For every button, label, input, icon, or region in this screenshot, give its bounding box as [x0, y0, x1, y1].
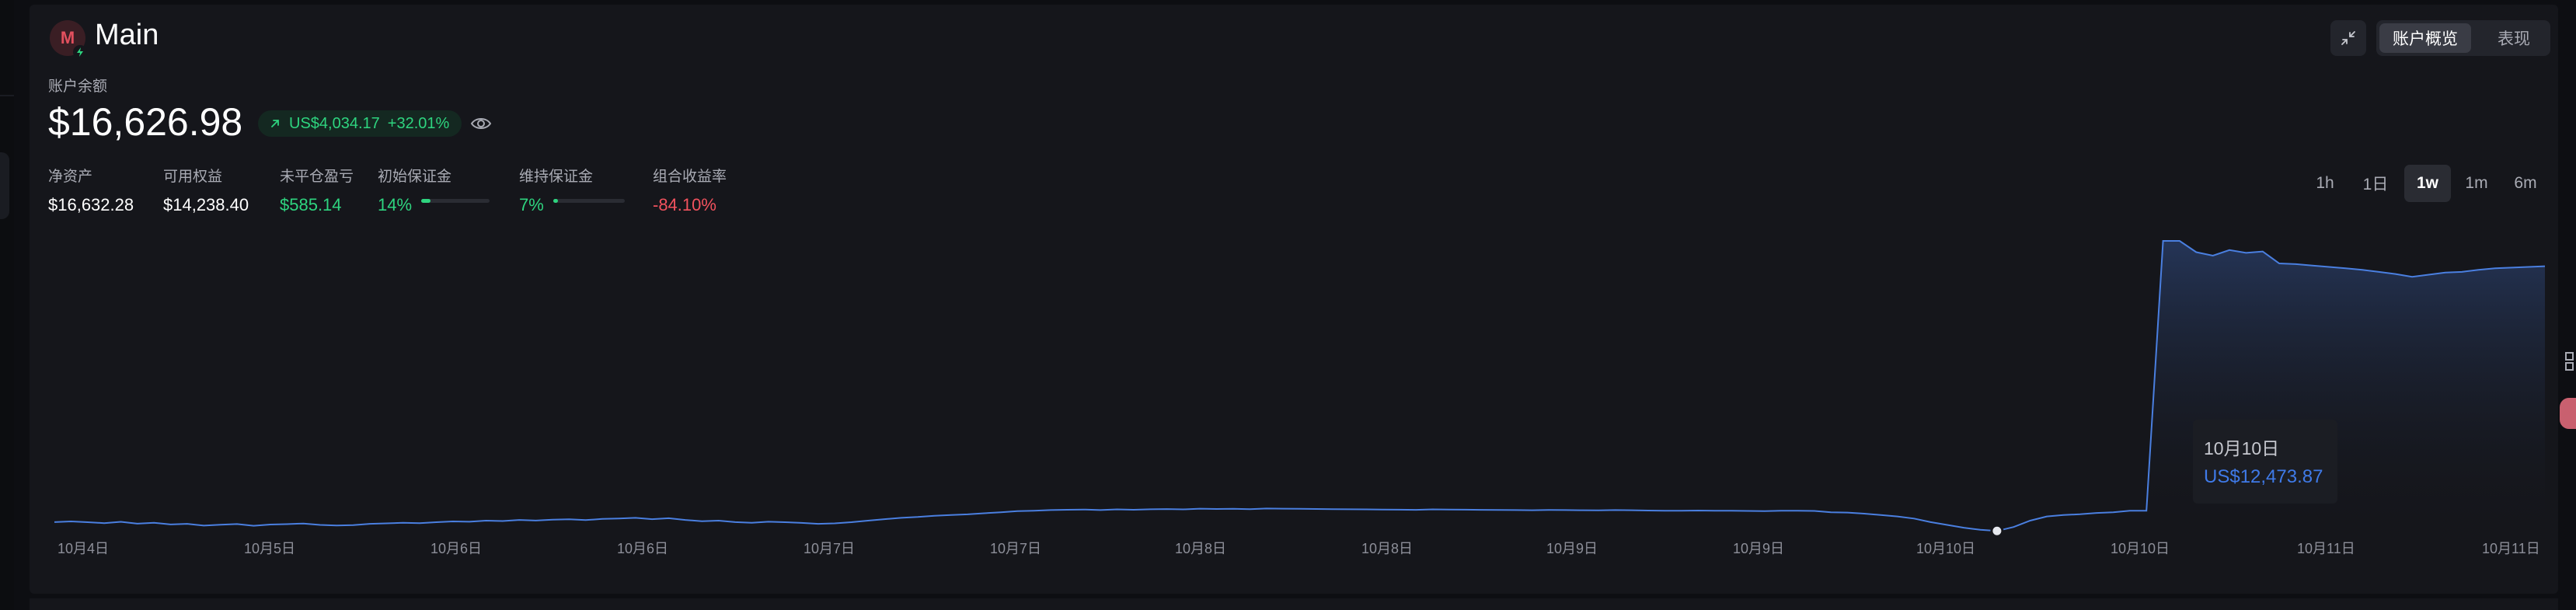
- tab-account-overview[interactable]: 账户概览: [2379, 23, 2471, 53]
- tab-performance[interactable]: 表现: [2498, 30, 2530, 48]
- account-name[interactable]: Main: [95, 19, 159, 51]
- arrow-up-right-icon: [271, 120, 279, 127]
- stat-maintenance-margin: 维持保证金 7%: [519, 165, 593, 215]
- highlight-point: [1990, 524, 2004, 538]
- stat-portfolio-return: 组合收益率 -84.10%: [653, 165, 727, 215]
- x-tick-label: 10月8日: [1175, 541, 1226, 556]
- x-tick-label: 10月5日: [244, 541, 295, 556]
- stat-value: -84.10%: [653, 195, 716, 214]
- balance-value: $16,626.98: [48, 100, 243, 144]
- range-6m-button[interactable]: 6m: [2514, 174, 2537, 192]
- left-edge-strip: [0, 0, 14, 610]
- x-tick-label: 10月7日: [990, 541, 1041, 556]
- account-panel: [30, 5, 2558, 594]
- left-edge-handle[interactable]: [0, 152, 9, 219]
- left-edge-divider: [0, 95, 14, 96]
- pnl-amount: US$4,034.17: [289, 114, 380, 132]
- x-tick-label: 10月11日: [2297, 541, 2355, 556]
- stat-unrealized-pnl: 未平仓盈亏 $585.14: [280, 165, 354, 215]
- lightning-icon: [73, 45, 87, 59]
- account-panel-footer: [30, 598, 2558, 610]
- range-1w-button[interactable]: 1w: [2404, 165, 2451, 202]
- x-tick-label: 10月10日: [2111, 541, 2170, 556]
- chart-series-line: [54, 240, 2546, 532]
- chart-tooltip: 10月10日 US$12,473.87: [2193, 420, 2337, 504]
- x-tick-label: 10月11日: [2482, 541, 2540, 556]
- range-1d-button[interactable]: 1日: [2362, 176, 2389, 193]
- x-tick-label: 10月4日: [58, 541, 109, 556]
- range-1h-button[interactable]: 1h: [2316, 174, 2334, 192]
- x-tick-label: 10月9日: [1546, 541, 1598, 556]
- x-tick-label: 10月7日: [803, 541, 855, 556]
- view-tabs: 账户概览 表现: [2376, 20, 2550, 56]
- pnl-percent: +32.01%: [387, 114, 450, 132]
- x-tick-label: 10月6日: [430, 541, 482, 556]
- x-tick-label: 10月9日: [1733, 541, 1784, 556]
- stat-net-assets: 净资产 $16,632.28: [48, 165, 134, 215]
- minimize-icon: [2341, 31, 2355, 45]
- x-tick-label: 10月6日: [617, 541, 668, 556]
- initial-margin-bar: [421, 199, 490, 203]
- minimize-button[interactable]: [2330, 20, 2366, 56]
- stat-label: 初始保证金: [378, 169, 452, 185]
- stat-label: 维持保证金: [519, 169, 594, 185]
- stat-initial-margin: 初始保证金 14%: [378, 165, 451, 215]
- maintenance-margin-bar-fill: [553, 199, 559, 203]
- stat-label: 未平仓盈亏: [280, 169, 354, 185]
- maintenance-margin-bar: [553, 199, 625, 203]
- eye-icon[interactable]: [469, 113, 493, 134]
- balance-label: 账户余额: [48, 78, 108, 95]
- grid-icon[interactable]: [2564, 351, 2575, 371]
- stat-label: 净资产: [48, 169, 93, 185]
- stat-value: $14,238.40: [163, 195, 249, 214]
- range-1m-button[interactable]: 1m: [2465, 174, 2488, 192]
- stat-label: 组合收益率: [653, 169, 727, 185]
- pnl-badge: US$4,034.17 +32.01%: [258, 110, 462, 137]
- stat-value: 7%: [519, 195, 544, 214]
- feedback-badge[interactable]: [2560, 398, 2576, 429]
- x-tick-label: 10月8日: [1361, 541, 1413, 556]
- x-tick-label: 10月10日: [1916, 541, 1975, 556]
- stat-label: 可用权益: [163, 169, 223, 185]
- stat-value: $16,632.28: [48, 195, 134, 214]
- initial-margin-bar-fill: [421, 199, 431, 203]
- stat-value: 14%: [378, 195, 413, 214]
- stat-value: $585.14: [280, 195, 342, 214]
- tooltip-date: 10月10日: [2204, 438, 2280, 458]
- stat-available-equity: 可用权益 $14,238.40: [163, 165, 249, 215]
- tooltip-value: US$12,473.87: [2204, 466, 2323, 487]
- chart-area: [54, 241, 2545, 536]
